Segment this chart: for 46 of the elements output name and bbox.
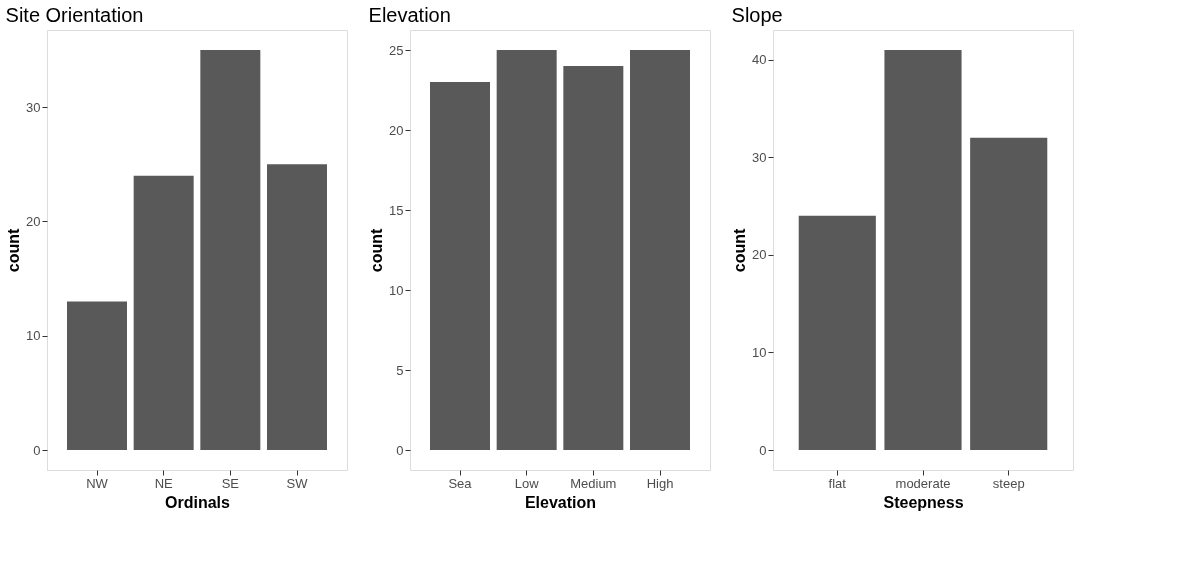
bar xyxy=(970,137,1048,450)
x-tick-label: Medium xyxy=(570,475,617,491)
x-tick-label: moderate xyxy=(895,475,951,491)
y-axis-title: count xyxy=(5,228,23,273)
y-tick-label: 5 xyxy=(396,362,404,378)
bar xyxy=(430,82,490,450)
x-tick-label: flat xyxy=(828,475,847,491)
y-tick-label: 0 xyxy=(759,442,767,458)
bar xyxy=(496,50,557,450)
x-axis-title: Elevation xyxy=(524,493,597,511)
x-tick-label: steep xyxy=(992,475,1025,491)
bar xyxy=(200,50,261,450)
y-tick-label: 10 xyxy=(389,282,404,298)
bar xyxy=(798,215,876,450)
y-tick-label: 10 xyxy=(26,328,41,344)
x-tick-label: Low xyxy=(514,475,540,491)
bar xyxy=(267,164,327,450)
y-tick-label: 0 xyxy=(33,442,41,458)
x-tick-label: NE xyxy=(154,475,174,491)
bar xyxy=(67,301,127,450)
x-tick-label: SE xyxy=(221,475,240,491)
chart-title: Site Orientation xyxy=(5,4,144,26)
y-tick-label: 40 xyxy=(752,52,767,68)
y-tick-label: 20 xyxy=(752,247,767,263)
y-tick-label: 20 xyxy=(26,213,41,229)
y-tick-label: 30 xyxy=(26,99,41,115)
y-tick-label: 30 xyxy=(752,149,767,165)
y-tick-label: 0 xyxy=(396,442,404,458)
y-tick-label: 20 xyxy=(389,122,404,138)
y-tick-label: 15 xyxy=(389,202,404,218)
x-tick-label: NW xyxy=(86,475,109,491)
x-tick-label: SW xyxy=(286,475,309,491)
y-axis-title: count xyxy=(731,228,749,273)
x-tick-label: High xyxy=(646,475,674,491)
bar xyxy=(630,50,690,450)
bar xyxy=(884,50,962,450)
x-axis-title: Ordinals xyxy=(165,493,231,511)
bar xyxy=(133,175,194,450)
x-tick-label: Sea xyxy=(448,475,473,491)
bar xyxy=(563,66,624,450)
chart-title: Slope xyxy=(731,4,783,26)
chart-title: Elevation xyxy=(368,4,451,26)
y-tick-label: 10 xyxy=(752,344,767,360)
y-tick-label: 25 xyxy=(389,42,404,58)
x-axis-title: Steepness xyxy=(883,493,964,511)
y-axis-title: count xyxy=(368,228,386,273)
